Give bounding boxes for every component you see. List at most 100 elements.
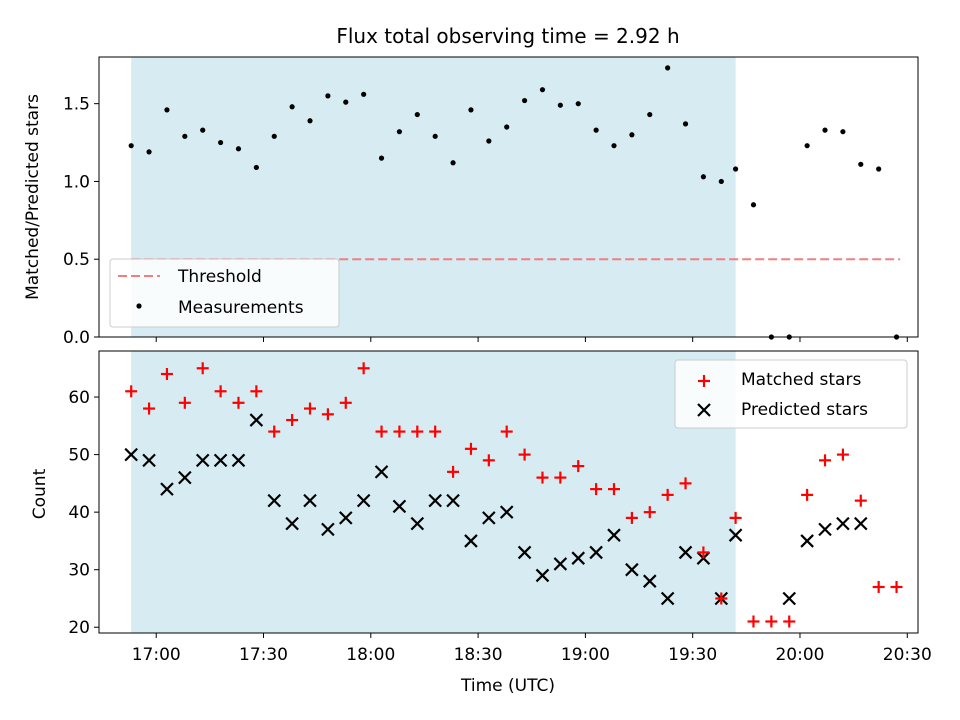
- predicted-stars-point: [428, 493, 442, 508]
- ratio-legend: Threshold Measurements: [109, 258, 340, 328]
- matched-stars-point: [375, 425, 388, 438]
- matched-stars-point: [482, 454, 495, 467]
- x-tick-label: 19:30: [668, 645, 717, 665]
- matched-stars-point: [697, 546, 710, 559]
- count-y-ticks: 20 30 40 50 60: [68, 388, 99, 638]
- x-tick-label: 17:30: [239, 645, 288, 665]
- matched-stars-point: [801, 488, 814, 501]
- matched-stars-point: [160, 368, 173, 381]
- predicted-stars-point: [446, 493, 460, 508]
- predicted-stars-point: [338, 511, 353, 525]
- predicted-stars-point: [142, 453, 156, 468]
- count-y-tick-label: 50: [68, 446, 90, 466]
- matched-stars-point: [608, 483, 621, 496]
- matched-stars-point: [304, 402, 317, 415]
- predicted-stars-point: [571, 551, 586, 565]
- legend-matched-label: Matched stars: [741, 370, 861, 390]
- ratio-x-ticks: [155, 337, 908, 342]
- matched-stars-point: [572, 460, 585, 473]
- predicted-stars-point: [213, 453, 228, 468]
- matched-stars-point: [125, 385, 138, 398]
- predicted-stars-point: [607, 528, 621, 542]
- measurement-point: [611, 143, 617, 149]
- matched-stars-point: [232, 396, 245, 409]
- measurement-point: [271, 133, 277, 139]
- count-y-tick-label: 30: [68, 561, 90, 581]
- predicted-stars-point: [374, 465, 389, 479]
- predicted-stars-point: [553, 557, 568, 571]
- measurement-point: [575, 101, 581, 107]
- matched-stars-point: [214, 385, 227, 398]
- predicted-stars-point: [178, 470, 192, 485]
- predicted-stars-point: [818, 522, 832, 537]
- measurement-point: [414, 111, 420, 118]
- matched-stars-point: [854, 494, 867, 507]
- matched-stars-point: [286, 414, 299, 427]
- matched-stars-point: [339, 396, 352, 409]
- ratio-y-ticks: 0.0 0.5 1.0 1.5: [63, 95, 99, 348]
- count-legend: Matched stars Predicted stars: [674, 359, 908, 429]
- matched-stars-point: [429, 425, 442, 438]
- measurement-point: [700, 174, 707, 180]
- measurement-point: [361, 91, 367, 97]
- measurement-point: [718, 178, 724, 185]
- predicted-stars-point: [589, 545, 603, 560]
- x-tick-label: 17:00: [132, 645, 181, 665]
- matched-stars-point: [836, 448, 849, 461]
- measurement-point: [858, 161, 864, 167]
- predicted-stars-point: [410, 516, 425, 531]
- measurement-point: [343, 99, 349, 105]
- matched-stars-point: [143, 402, 156, 415]
- measurement-point: [289, 104, 295, 110]
- matched-stars-point: [715, 592, 728, 605]
- matched-stars-point: [890, 580, 903, 593]
- predicted-stars-point: [195, 453, 210, 468]
- legend-predicted-label: Predicted stars: [741, 400, 868, 420]
- measurement-point: [235, 146, 242, 152]
- matched-stars-point: [500, 425, 513, 438]
- measurement-point: [539, 87, 546, 93]
- measurement-point: [396, 129, 403, 135]
- count-panel: 20 30 40 50 60 17:00 17:30 18:00 18:30 19:00 19:3…: [30, 350, 932, 696]
- measurement-point: [217, 139, 224, 146]
- measurement-point: [164, 107, 170, 113]
- matched-stars-point: [765, 615, 778, 628]
- count-shaded-span: [131, 351, 736, 633]
- predicted-stars-point: [160, 482, 174, 496]
- ratio-y-tick-label: 0.0: [63, 328, 90, 348]
- measurement-point: [733, 166, 739, 172]
- predicted-stars-point: [782, 591, 797, 606]
- measurement-point: [804, 143, 810, 149]
- legend-predicted-swatch: [697, 403, 711, 417]
- count-y-tick-label: 40: [68, 503, 90, 523]
- ratio-legend-box: [109, 258, 340, 328]
- legend-measurements-label: Measurements: [178, 298, 304, 318]
- x-tick-label: 19:00: [561, 645, 610, 665]
- matched-stars-point: [321, 408, 334, 421]
- measurement-point: [665, 65, 671, 71]
- matched-stars-point: [679, 477, 692, 490]
- matched-stars-point: [590, 483, 603, 496]
- matched-stars-point: [464, 442, 477, 455]
- matched-stars-point: [447, 465, 460, 478]
- predicted-stars-point: [853, 516, 868, 531]
- matched-stars-point: [747, 615, 760, 628]
- predicted-stars-point: [678, 545, 693, 560]
- count-y-tick-label: 20: [68, 618, 90, 638]
- count-y-axis-label: Count: [30, 468, 50, 519]
- predicted-stars-point: [124, 447, 138, 462]
- count-legend-box: [674, 359, 908, 429]
- matched-stars-point: [250, 385, 263, 398]
- matched-stars-point: [411, 425, 424, 438]
- x-tick-label: 18:00: [346, 645, 395, 665]
- measurement-point: [450, 160, 456, 166]
- measurement-point: [182, 133, 188, 139]
- predicted-stars-point: [356, 493, 371, 508]
- ratio-y-tick-label: 1.5: [63, 95, 90, 115]
- predicted-stars-point: [321, 522, 335, 537]
- measurement-point: [629, 132, 635, 138]
- predicted-stars-point: [464, 534, 478, 548]
- measurement-point: [521, 97, 528, 104]
- matched-stars-point: [518, 448, 531, 461]
- measurement-point: [200, 127, 206, 133]
